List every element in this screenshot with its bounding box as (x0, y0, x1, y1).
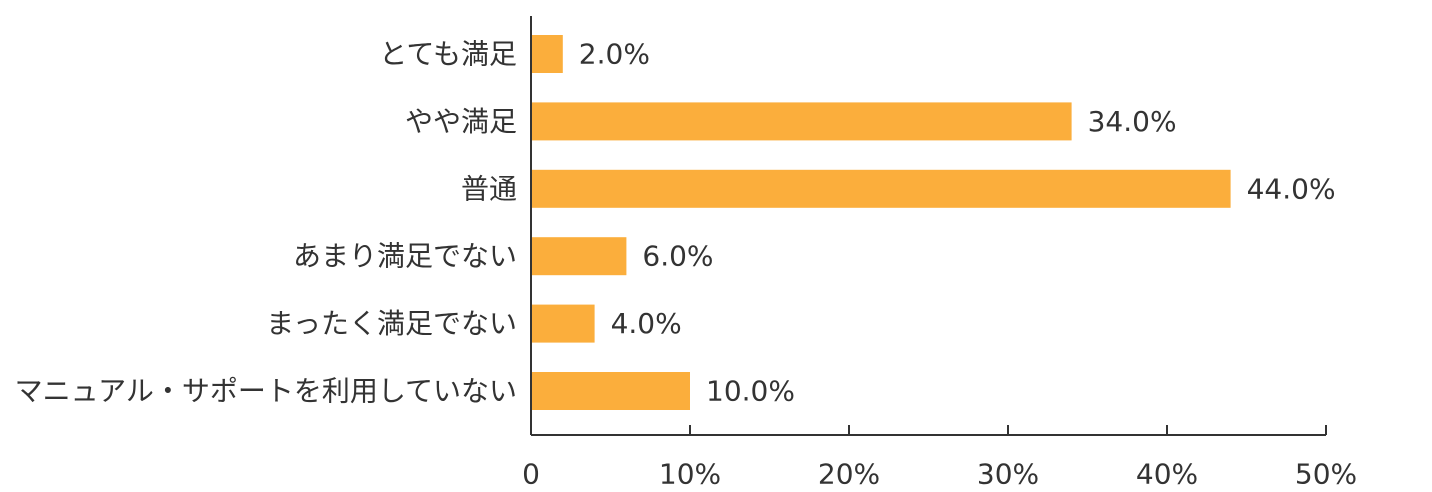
category-label: あまり満足でない (293, 240, 517, 273)
x-tick-label: 30% (977, 458, 1039, 491)
value-label: 6.0% (642, 240, 713, 273)
value-label: 2.0% (579, 38, 650, 71)
axes-group (530, 16, 1326, 436)
value-label: 34.0% (1088, 105, 1177, 138)
x-tick-label: 50% (1295, 458, 1357, 491)
bar (531, 169, 1231, 208)
value-label: 4.0% (611, 307, 682, 340)
x-tick-label: 0 (522, 458, 540, 491)
ticks-group: 0 10% 20% 30% 40% 50% (522, 425, 1357, 491)
value-label: 44.0% (1247, 172, 1336, 205)
value-label: 10.0% (706, 375, 795, 408)
category-label: 普通 (461, 172, 517, 205)
x-tick-label: 40% (1136, 458, 1198, 491)
category-label: やや満足 (405, 105, 517, 138)
bar (531, 237, 627, 276)
bars-group (531, 35, 1231, 410)
x-tick-label: 20% (818, 458, 880, 491)
bar (531, 35, 563, 73)
value-labels-group: 2.0% 34.0% 44.0% 6.0% 4.0% 10.0% (579, 38, 1336, 408)
x-tick-label: 10% (659, 458, 721, 491)
category-label: まったく満足でない (266, 307, 517, 340)
category-label: とても満足 (379, 38, 517, 71)
category-labels-group: とても満足やや満足普通あまり満足でないまったく満足でないマニュアル・サポートを利… (15, 38, 517, 408)
bar (531, 102, 1072, 141)
bar (531, 304, 595, 343)
bar (531, 372, 690, 410)
category-label: マニュアル・サポートを利用していない (15, 375, 517, 408)
